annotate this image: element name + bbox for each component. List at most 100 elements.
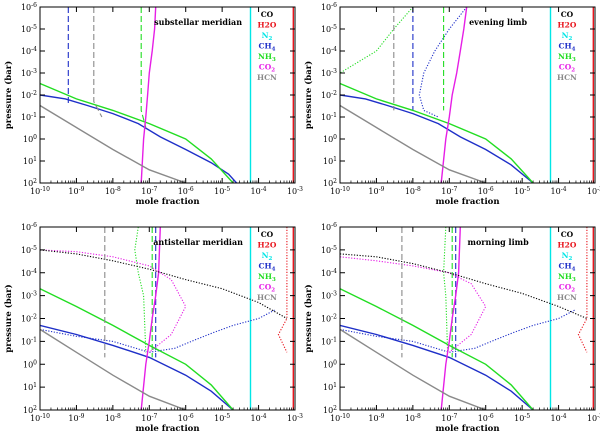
series-nh3-solid [340,288,534,410]
series-co2-dotted [40,249,187,353]
series-co-dotted [40,249,288,319]
legend-nh3: NH3 [558,272,576,283]
legend-co: CO [261,230,274,239]
legend-co2: CO2 [559,63,576,74]
y-tick-label: 102 [23,405,37,415]
x-tick-label: 10-8 [405,413,421,423]
series-hcn-solid [40,328,186,410]
y-tick-label: 10-6 [321,222,337,232]
series-ch4-solid [340,94,534,183]
x-tick-label: 10-4 [251,413,267,423]
x-tick-label: 10-5 [214,186,230,196]
series-hcn-solid [340,328,486,410]
legend-co: CO [561,230,574,239]
panel-title: substellar meridian [154,17,242,27]
series-ch4-solid [40,324,234,410]
legend-h2o: H2O [258,21,277,30]
y-axis-label: pressure (bar) [303,284,314,352]
x-tick-label: 10-10 [330,413,350,423]
legend-hcn: HCN [557,293,577,302]
legend-co2: CO2 [259,63,276,74]
x-tick-label: 10-7 [441,413,457,423]
y-tick-label: 10-6 [21,222,37,232]
y-tick-label: 100 [323,359,337,369]
x-tick-label: 10-7 [141,413,157,423]
y-axis-label: pressure (bar) [3,61,14,129]
x-tick-label: 10-4 [251,186,267,196]
legend-ch4: CH4 [559,262,576,273]
series-nh3-dotted [443,227,449,353]
panel-4: 10-10 10-9 10-8 10-7 10-6 10-5 10-4 10-3 10-6 10-… [303,222,600,434]
series-nh3-dotted [134,227,147,353]
legend-co2: CO2 [559,283,576,294]
y-tick-label: 101 [23,382,37,392]
x-tick-label: 10-9 [368,186,384,196]
panel-title: morning limb [467,237,529,247]
y-tick-label: 102 [323,405,337,415]
x-axis-label: mole fraction [135,197,199,207]
series-h2o-dotted [577,227,588,353]
y-tick-label: 101 [23,156,37,166]
y-tick-label: 102 [323,178,337,188]
y-tick-label: 10-1 [321,112,337,122]
legend-ch4: CH4 [559,42,576,53]
y-tick-label: 101 [323,156,337,166]
x-axis-label: mole fraction [435,424,499,434]
legend-co: CO [261,10,274,19]
legend-n2: N2 [262,31,273,42]
series-nh3-solid [40,288,234,410]
x-axis-label: mole fraction [435,197,499,207]
panel-2: 10-10 10-9 10-8 10-7 10-6 10-5 10-4 10-3 10-6 10-… [303,2,600,207]
x-tick-label: 10-6 [478,413,494,423]
panel-3: 10-10 10-9 10-8 10-7 10-6 10-5 10-4 10-3 10-6 10-… [3,222,303,434]
y-axis-label: pressure (bar) [3,284,14,352]
x-tick-label: 10-9 [68,413,84,423]
series-ch4-dotted [340,308,577,353]
y-tick-label: 10-5 [321,245,337,255]
series-co2-dotted [340,256,487,353]
y-tick-label: 10-3 [21,291,37,301]
series-co-dotted [340,253,588,320]
series-group [40,227,294,410]
x-tick-label: 10-10 [30,413,50,423]
legend-h2o: H2O [558,241,577,250]
x-tick-label: 10-10 [330,186,350,196]
x-tick-label: 10-8 [405,186,421,196]
x-tick-label: 10-6 [478,186,494,196]
y-tick-label: 10-1 [321,336,337,346]
y-tick-label: 10-4 [321,268,337,278]
series-ch4-solid [40,94,238,183]
y-tick-label: 10-5 [321,24,337,34]
series-co2-solid [440,7,468,183]
series-co2-solid [140,7,157,183]
x-tick-label: 10-5 [214,413,230,423]
legend-nh3: NH3 [258,272,276,283]
y-tick-label: 10-2 [21,314,37,324]
y-tick-label: 10-2 [321,90,337,100]
plot-frame [39,6,296,184]
x-tick-label: 10-10 [30,186,50,196]
x-tick-label: 10-5 [514,186,530,196]
y-tick-label: 10-4 [21,46,37,56]
y-tick-label: 100 [323,134,337,144]
x-tick-label: 10-6 [178,413,194,423]
series-nh3-dashed [140,7,147,128]
x-tick-label: 10-3 [287,413,303,423]
series-hcn-solid [340,104,486,183]
series-nh3-solid [340,82,534,183]
y-tick-label: 10-4 [21,268,37,278]
x-axis-label: mole fraction [135,424,199,434]
y-tick-label: 10-6 [21,2,37,12]
x-tick-label: 10-8 [105,413,121,423]
legend-nh3: NH3 [558,52,576,63]
panel-title: evening limb [469,17,527,27]
x-tick-label: 10-4 [551,186,567,196]
x-tick-label: 10-7 [141,186,157,196]
y-tick-label: 10-3 [321,68,337,78]
series-group [340,7,594,183]
series-co2-solid [440,227,461,410]
series-group [40,7,294,183]
legend-co: CO [561,10,574,19]
x-tick-label: 10-4 [551,413,567,423]
